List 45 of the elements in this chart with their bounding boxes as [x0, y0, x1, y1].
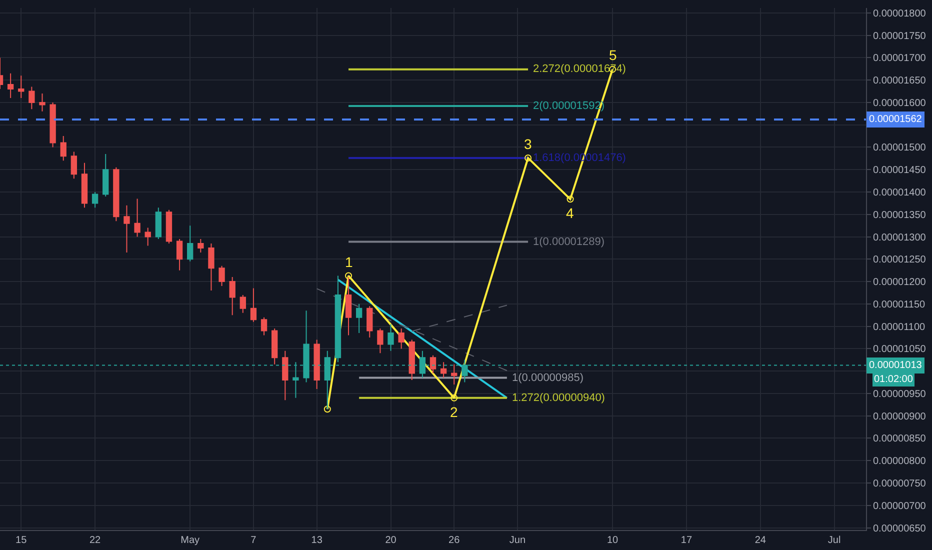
annotation: 3 — [524, 136, 532, 152]
series-label: 1(0.00000985) — [512, 372, 584, 384]
ref-line-label: 0.00001562 — [869, 114, 922, 125]
y-tick-label: 0.00001650 — [873, 76, 926, 87]
y-tick-label: 0.00001700 — [873, 53, 926, 64]
x-tick-label: Jul — [828, 535, 841, 546]
text: 01:02:00 — [874, 374, 914, 385]
annotation: 4 — [566, 205, 574, 221]
x-tick-label: 10 — [606, 535, 619, 546]
y-tick-label: 0.00000950 — [873, 388, 926, 400]
ref-line-label: 0.00001013 — [869, 360, 922, 371]
y-tick-label: 0.00001300 — [873, 232, 926, 244]
x-tick-label: 20 — [385, 535, 397, 546]
x-tick-label: 13 — [311, 535, 323, 546]
x-tick-label: Jun — [509, 535, 526, 546]
y-tick-label: 0.00001800 — [873, 8, 926, 20]
x-tick-label: May — [180, 535, 200, 546]
y-tick-label: 0.00000650 — [873, 523, 926, 534]
x-tick-label: 17 — [680, 535, 692, 546]
y-tick-label: 0.00001200 — [873, 277, 926, 288]
y-tick-label: 0.00001600 — [873, 98, 926, 109]
y-tick-label: 0.00000700 — [873, 500, 926, 512]
y-tick-label: 0.00000850 — [873, 434, 926, 445]
series-label: 1.272(0.00000940) — [512, 392, 605, 404]
y-tick-label: 0.00001400 — [873, 188, 926, 198]
y-tick-label: 0.00000750 — [873, 478, 926, 490]
series-label: 1(0.00001289) — [533, 236, 605, 248]
y-tick-label: 0.00001250 — [873, 254, 926, 266]
y-tick-label: 0.00001750 — [873, 30, 926, 42]
annotation: 2 — [450, 404, 458, 420]
x-tick-label: 7 — [250, 535, 257, 546]
annotation: 5 — [609, 47, 617, 63]
y-tick-label: 0.00001050 — [873, 344, 926, 356]
x-tick-label: 22 — [89, 535, 102, 546]
y-tick-label: 0.00001350 — [873, 210, 926, 221]
annotation: 1 — [345, 254, 353, 270]
y-tick-label: 0.00001150 — [873, 299, 926, 310]
x-tick-label: 24 — [754, 535, 766, 546]
y-tick-label: 0.00001450 — [873, 165, 926, 176]
y-tick-label: 0.00001100 — [873, 322, 926, 333]
x-tick-label: 15 — [16, 535, 28, 546]
y-tick-label: 0.00000900 — [873, 411, 926, 422]
y-tick-label: 0.00001500 — [873, 142, 926, 154]
x-tick-label: 26 — [448, 535, 460, 546]
y-tick-label: 0.00000800 — [873, 456, 926, 468]
